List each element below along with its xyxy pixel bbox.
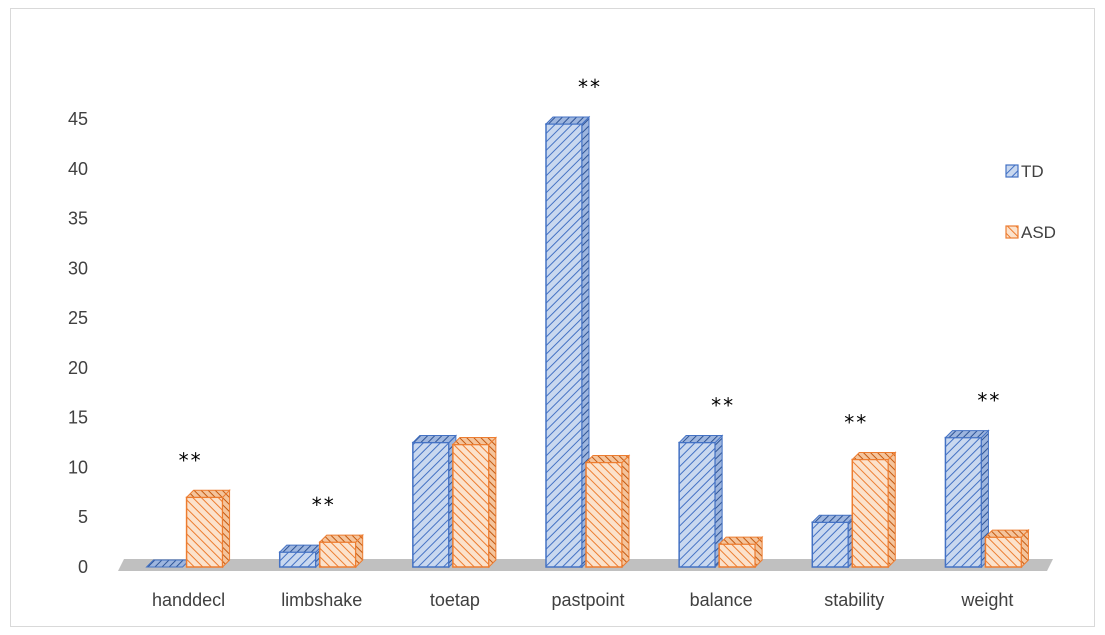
y-tick-label: 5 bbox=[78, 507, 88, 527]
bar-asd-handdecl bbox=[185, 489, 231, 569]
bar-front bbox=[718, 543, 756, 568]
y-tick-label: 30 bbox=[68, 258, 88, 278]
bar-front bbox=[412, 441, 450, 568]
bar-top bbox=[411, 435, 458, 444]
y-tick-label: 35 bbox=[68, 209, 88, 229]
y-tick-label: 40 bbox=[68, 159, 88, 179]
bar-asd-toetap bbox=[451, 436, 498, 569]
bar-td-balance bbox=[677, 434, 724, 569]
bar-td-stability bbox=[811, 513, 857, 569]
bar-asd-weight bbox=[984, 528, 1030, 569]
bar-top bbox=[185, 489, 231, 498]
bar-top bbox=[811, 514, 857, 523]
x-tick-label: limbshake bbox=[281, 590, 362, 610]
bar-top bbox=[984, 529, 1030, 538]
bar-td-weight bbox=[944, 429, 990, 569]
bar-td-pastpoint bbox=[544, 115, 591, 569]
bar-front bbox=[811, 521, 850, 568]
y-tick-label: 20 bbox=[68, 358, 88, 378]
bar-top bbox=[677, 435, 724, 444]
significance-marker: ** bbox=[578, 75, 602, 99]
bar-top bbox=[318, 534, 364, 543]
bar-top bbox=[944, 430, 990, 439]
bar-td-toetap bbox=[411, 434, 458, 569]
bar-asd-limbshake bbox=[318, 533, 364, 569]
x-tick-label: weight bbox=[960, 590, 1013, 610]
legend-label: TD bbox=[1021, 162, 1044, 181]
bar-front bbox=[585, 461, 623, 568]
x-tick-label: toetap bbox=[430, 590, 480, 610]
bar-top bbox=[544, 116, 591, 125]
bar-top bbox=[145, 559, 191, 568]
bar-front bbox=[278, 551, 317, 568]
y-tick-label: 15 bbox=[68, 408, 88, 428]
x-tick-label: balance bbox=[690, 590, 753, 610]
bar-front bbox=[678, 441, 716, 568]
bar-side bbox=[887, 451, 896, 569]
bar-side bbox=[222, 489, 231, 569]
x-tick-label: handdecl bbox=[152, 590, 225, 610]
y-tick-label: 0 bbox=[78, 557, 88, 577]
legend-label: ASD bbox=[1021, 223, 1056, 242]
bar-front bbox=[185, 496, 224, 568]
y-tick-label: 45 bbox=[68, 109, 88, 129]
y-tick-label: 25 bbox=[68, 308, 88, 328]
significance-marker: ** bbox=[179, 448, 203, 472]
bar-front bbox=[318, 541, 357, 568]
bar-top bbox=[451, 437, 498, 446]
bar-asd-stability bbox=[851, 451, 897, 569]
bar-side bbox=[488, 436, 497, 569]
bar-asd-balance bbox=[717, 535, 764, 569]
bar-front bbox=[452, 443, 490, 568]
x-tick-label: pastpoint bbox=[551, 590, 624, 610]
significance-marker: ** bbox=[844, 410, 868, 434]
x-tick-label: stability bbox=[824, 590, 884, 610]
significance-marker: ** bbox=[312, 493, 336, 517]
bar-front bbox=[545, 123, 583, 568]
bar-td-handdecl bbox=[145, 559, 191, 568]
significance-marker: ** bbox=[711, 394, 735, 418]
y-tick-label: 10 bbox=[68, 457, 88, 477]
bar-top bbox=[717, 536, 764, 545]
bar-top bbox=[851, 451, 897, 460]
bar-top bbox=[584, 454, 631, 463]
significance-marker: ** bbox=[977, 389, 1001, 413]
bar-side bbox=[621, 454, 630, 569]
legend-item-td: TD bbox=[1005, 162, 1044, 181]
bar-asd-pastpoint bbox=[584, 454, 631, 569]
bar-front bbox=[984, 536, 1023, 568]
bar-td-limbshake bbox=[278, 543, 324, 569]
legend-swatch bbox=[1005, 225, 1019, 239]
legend-item-asd: ASD bbox=[1005, 223, 1056, 242]
bar-top bbox=[278, 544, 324, 553]
bar-front bbox=[851, 458, 890, 568]
legend-swatch bbox=[1005, 164, 1019, 178]
bar-front bbox=[944, 436, 983, 568]
